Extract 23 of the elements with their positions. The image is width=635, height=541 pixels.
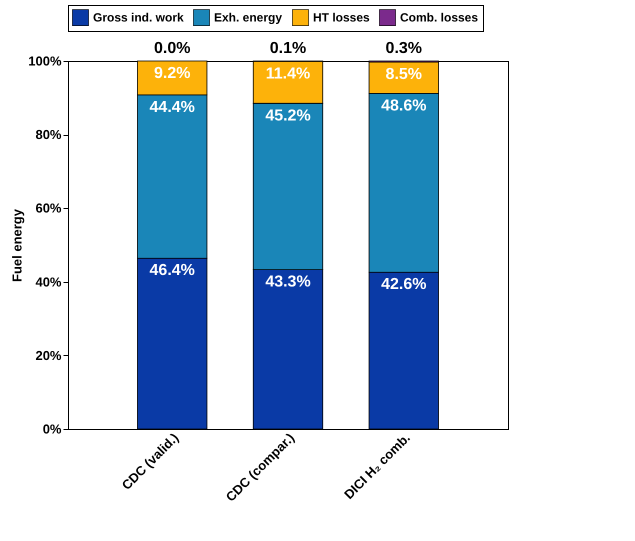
legend-label: Gross ind. work bbox=[93, 10, 184, 25]
data-label: 43.3% bbox=[265, 274, 311, 291]
y-tick-label: 20% bbox=[35, 348, 62, 363]
legend-label: Exh. energy bbox=[214, 10, 282, 25]
data-label: 44.4% bbox=[150, 98, 195, 116]
y-axis-title: Fuel energy bbox=[9, 208, 24, 282]
data-label: 0.0% bbox=[154, 40, 190, 57]
data-label: 45.2% bbox=[265, 107, 311, 124]
y-tick-label: 100% bbox=[28, 54, 62, 68]
data-label: 0.3% bbox=[386, 40, 422, 57]
y-tick-label: 40% bbox=[35, 274, 62, 290]
data-label: 48.6% bbox=[381, 97, 426, 114]
data-label: 8.5% bbox=[386, 66, 422, 84]
legend-label: Comb. losses bbox=[400, 10, 478, 25]
y-tick-label: 80% bbox=[35, 127, 62, 142]
y-tick-label: 0% bbox=[42, 422, 62, 436]
data-label: 42.6% bbox=[381, 276, 426, 294]
y-tick-label: 60% bbox=[35, 200, 62, 216]
data-label: 9.2% bbox=[154, 65, 190, 82]
legend-label: HT losses bbox=[313, 10, 370, 25]
data-label: 0.1% bbox=[270, 40, 306, 57]
data-label: 11.4% bbox=[266, 65, 310, 82]
data-label: 46.4% bbox=[150, 262, 195, 280]
